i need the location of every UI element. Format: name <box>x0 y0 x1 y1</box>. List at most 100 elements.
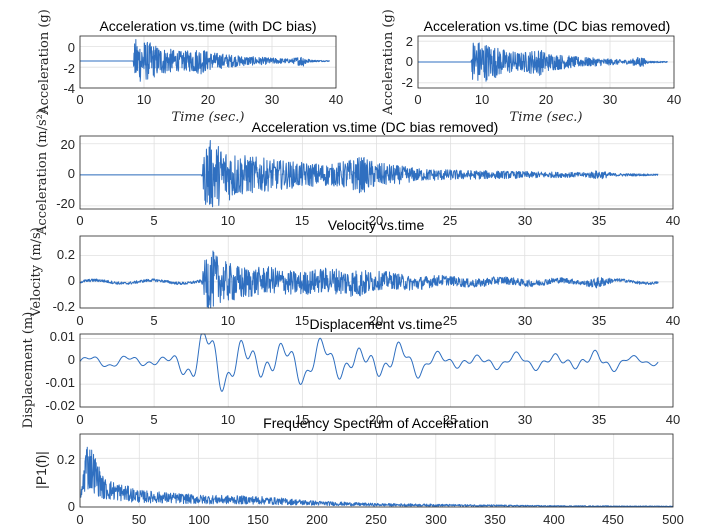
panel-6-xtick: 0 <box>76 512 83 527</box>
panel-5-ytick: 0 <box>68 352 75 367</box>
panel-2-ylabel: Acceleration (g) <box>381 9 396 116</box>
panel-4-ylabel: Velocity (m/s) <box>29 227 44 318</box>
panel-5-xtick: 35 <box>592 412 606 427</box>
panel-5-ytick: 0.01 <box>50 329 75 344</box>
panel-5-xtick: 0 <box>76 412 83 427</box>
panel-velocity: Velocity vs.time 0.2 0 -0.2 0 5 10 15 20… <box>29 217 680 328</box>
panel-3-title: Acceleration vs.time (DC bias removed) <box>252 119 499 135</box>
panel-1-series-line <box>79 38 330 82</box>
panel-5-title: Displacement vs.time <box>309 316 442 332</box>
panel-3-series-line <box>79 140 659 208</box>
panel-accel-dc-removed-g: Acceleration vs.time (DC bias removed) 2… <box>381 9 681 125</box>
panel-4-xtick: 5 <box>150 313 157 328</box>
panel-5-yticks: 0.01 0 -0.01 -0.02 <box>45 329 75 413</box>
panel-6-series-line <box>80 446 674 508</box>
panel-6-xtick: 450 <box>602 512 624 527</box>
panel-6-xtick: 100 <box>188 512 210 527</box>
panel-5-xtick: 20 <box>369 412 383 427</box>
panel-2-yticks: 2 0 -2 <box>401 34 413 90</box>
panel-5-axes-box <box>79 333 674 408</box>
panel-5-series <box>79 333 659 392</box>
panel-5-ytick: -0.01 <box>45 375 75 390</box>
panel-6-xtick: 300 <box>425 512 447 527</box>
panel-1-ylabel: Acceleration (g) <box>37 9 52 116</box>
panel-2-axes-box <box>417 35 675 89</box>
panel-1-xtick: 0 <box>76 92 83 107</box>
panel-3-ytick: -20 <box>56 196 75 211</box>
panel-3-xtick: 35 <box>592 213 606 228</box>
panel-4-xtick: 10 <box>221 313 235 328</box>
panel-1-xticks: 0 10 20 30 40 <box>76 92 343 107</box>
panel-5-xtick: 25 <box>443 412 457 427</box>
panel-2-ytick: -2 <box>401 75 413 90</box>
panel-2-xlabel: Time (sec.) <box>510 110 583 125</box>
panel-2-ytick: 0 <box>406 54 413 69</box>
panel-5-xtick: 15 <box>295 412 309 427</box>
panel-3-yticks: 20 0 -20 <box>56 137 75 211</box>
panel-2-series-line <box>417 42 668 82</box>
panel-3-xtick: 20 <box>369 213 383 228</box>
panel-4-yticks: 0.2 0 -0.2 <box>53 247 75 314</box>
panel-3-xtick: 25 <box>443 213 457 228</box>
panel-2-xtick: 30 <box>603 92 617 107</box>
panel-3-xtick: 30 <box>518 213 532 228</box>
panel-3-ytick: 0 <box>68 166 75 181</box>
panel-2-xtick: 20 <box>539 92 553 107</box>
panel-5-xtick: 30 <box>518 412 532 427</box>
panel-6-xtick: 150 <box>247 512 269 527</box>
panel-1-xlabel: Time (sec.) <box>172 110 245 125</box>
panel-4-title: Velocity vs.time <box>328 217 425 233</box>
panel-1-xtick: 20 <box>201 92 215 107</box>
panel-1-xtick: 40 <box>329 92 343 107</box>
panel-5-ylabel: Displacement (m) <box>21 312 36 429</box>
panel-1-ytick: -2 <box>63 61 75 76</box>
panel-2-series <box>417 42 668 82</box>
panel-1-axes-box <box>79 35 337 89</box>
panel-1-title: Acceleration vs.time (with DC bias) <box>99 18 316 34</box>
panel-3-ylabel: Acceleration (m/s²) <box>35 109 50 236</box>
panel-6-ytick: 0.2 <box>57 452 75 467</box>
panel-5-xticks: 0 5 10 15 20 25 30 35 40 <box>76 412 680 427</box>
panel-4-xtick: 0 <box>76 313 83 328</box>
panel-4-ytick: 0.2 <box>57 247 75 262</box>
panel-2-xtick: 10 <box>475 92 489 107</box>
panel-1-series <box>79 38 330 82</box>
panel-4-xtick: 15 <box>295 313 309 328</box>
panel-2-ytick: 2 <box>406 34 413 49</box>
panel-6-xtick: 250 <box>365 512 387 527</box>
panel-6-yticks: 0.2 0 <box>57 452 75 514</box>
panel-3-xtick: 10 <box>221 213 235 228</box>
panel-4-ytick: -0.2 <box>53 299 75 314</box>
panel-2-xticks: 0 10 20 30 40 <box>414 92 681 107</box>
panel-6-xtick: 500 <box>662 512 684 527</box>
panel-3-series <box>79 140 659 208</box>
panel-5-xtick: 40 <box>666 412 680 427</box>
panel-3-xticks: 0 5 10 15 20 25 30 35 40 <box>76 213 680 228</box>
panel-4-xtick: 40 <box>666 313 680 328</box>
panel-4-axes-box <box>79 235 674 309</box>
panel-4-series <box>79 250 659 309</box>
panel-6-ylabel: |P1(f)| <box>33 451 49 489</box>
panel-1-xtick: 30 <box>265 92 279 107</box>
panel-3-xtick: 15 <box>295 213 309 228</box>
panel-3-axes-box <box>79 135 674 210</box>
panel-6-xtick: 200 <box>306 512 328 527</box>
panel-6-xtick: 350 <box>484 512 506 527</box>
panel-accel-with-dc: Acceleration vs.time (with DC bias) 0 -2… <box>37 9 343 125</box>
panel-3-xtick: 5 <box>150 213 157 228</box>
panel-4-series-line <box>79 250 659 309</box>
panel-3-xtick: 40 <box>666 213 680 228</box>
panel-4-xtick: 35 <box>592 313 606 328</box>
panel-4-xtick: 20 <box>369 313 383 328</box>
panel-3-ytick: 20 <box>61 137 75 152</box>
panel-6-title: Frequency Spectrum of Acceleration <box>263 415 489 431</box>
panel-6-series <box>80 446 674 508</box>
panel-3-xtick: 0 <box>76 213 83 228</box>
panel-spectrum: Frequency Spectrum of Acceleration 0.2 0… <box>33 415 684 527</box>
panel-1-yticks: 0 -2 -4 <box>63 40 75 96</box>
panel-1-ytick: 0 <box>68 40 75 55</box>
panel-6-xtick: 400 <box>543 512 565 527</box>
panel-5-ytick: -0.02 <box>45 398 75 413</box>
panel-displacement: Displacement vs.time 0.01 0 -0.01 -0.02 … <box>21 312 680 429</box>
